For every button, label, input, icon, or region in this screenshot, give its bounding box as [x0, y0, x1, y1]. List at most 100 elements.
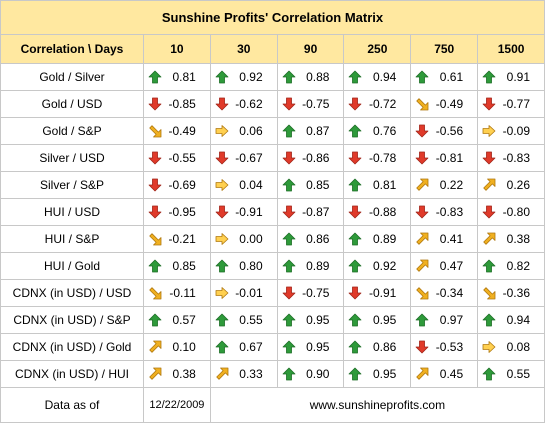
arrow-up-right-icon — [482, 178, 496, 192]
correlation-cell: 0.57 — [143, 306, 211, 334]
correlation-value: 0.10 — [172, 340, 196, 354]
site-url: www.sunshineprofits.com — [209, 387, 546, 423]
arrow-up-icon — [348, 367, 362, 381]
correlation-value: -0.91 — [235, 205, 263, 219]
arrow-up-icon — [482, 70, 496, 84]
correlation-value: -0.75 — [302, 97, 330, 111]
correlation-value: -0.88 — [368, 205, 397, 219]
correlation-cell: 0.08 — [477, 333, 545, 361]
correlation-cell: -0.01 — [209, 279, 278, 307]
arrow-up-icon — [215, 340, 229, 354]
arrow-down-icon — [348, 151, 362, 165]
arrow-up-right-icon — [148, 340, 162, 354]
correlation-value: 0.26 — [506, 178, 530, 192]
table-row: CDNX (in USD) / S&P 0.57 0.55 0.95 0.95 0.97 0… — [0, 306, 545, 334]
arrow-right-icon — [482, 340, 496, 354]
correlation-value: 0.85 — [306, 178, 330, 192]
header-row: Correlation \ Days 10 30 90 250 750 1500 — [0, 34, 545, 64]
arrow-down-icon — [282, 286, 296, 300]
correlation-cell: 0.88 — [276, 63, 345, 91]
correlation-value: -0.95 — [168, 205, 196, 219]
correlation-cell: -0.88 — [343, 198, 412, 226]
table-row: HUI / Gold 0.85 0.80 0.89 0.92 0.47 0.82 — [0, 252, 545, 280]
arrow-up-icon — [348, 259, 362, 273]
pair-label: CDNX (in USD) / Gold — [0, 333, 144, 361]
correlation-cell: 0.86 — [276, 225, 345, 253]
correlation-cell: 0.92 — [209, 63, 278, 91]
correlation-value: 0.87 — [306, 124, 330, 138]
correlation-cell: 0.33 — [209, 360, 278, 388]
correlation-value: 0.92 — [372, 259, 397, 273]
correlation-value: 0.86 — [306, 232, 330, 246]
correlation-value: -0.36 — [502, 286, 530, 300]
pair-label: Gold / Silver — [0, 63, 144, 91]
arrow-up-icon — [415, 313, 429, 327]
period-header-30: 30 — [209, 34, 278, 64]
correlation-value: -0.11 — [169, 286, 196, 300]
arrow-down-icon — [282, 151, 296, 165]
correlation-value: 0.33 — [239, 367, 263, 381]
arrow-down-icon — [282, 205, 296, 219]
arrow-down-icon — [148, 97, 162, 111]
matrix-body: Sunshine Profits' Correlation Matrix Cor… — [0, 0, 545, 388]
arrow-right-icon — [215, 232, 229, 246]
correlation-value: -0.81 — [435, 151, 464, 165]
pair-label: HUI / Gold — [0, 252, 144, 280]
arrow-up-icon — [282, 124, 296, 138]
table-row: Gold / S&P -0.49 0.06 0.87 0.76 -0.56 -0.09 — [0, 117, 545, 145]
correlation-value: 0.95 — [372, 313, 397, 327]
correlation-value: -0.86 — [302, 151, 330, 165]
arrow-up-icon — [148, 70, 162, 84]
correlation-value: -0.49 — [168, 124, 196, 138]
correlation-cell: 0.85 — [276, 171, 345, 199]
arrow-up-right-icon — [415, 367, 429, 381]
correlation-value: -0.85 — [168, 97, 196, 111]
correlation-value: 0.90 — [306, 367, 330, 381]
correlation-cell: 0.61 — [410, 63, 479, 91]
correlation-cell: -0.78 — [343, 144, 412, 172]
correlation-value: 0.55 — [239, 313, 263, 327]
pair-label: Gold / S&P — [0, 117, 144, 145]
correlation-value: 0.88 — [306, 70, 330, 84]
correlation-cell: 0.67 — [209, 333, 278, 361]
arrow-down-right-icon — [148, 286, 162, 300]
data-as-of-label: Data as of — [0, 387, 144, 423]
correlation-cell: 0.26 — [477, 171, 545, 199]
arrow-up-right-icon — [415, 259, 429, 273]
correlation-value: -0.62 — [235, 97, 263, 111]
correlation-cell: -0.72 — [343, 90, 412, 118]
pair-label: HUI / S&P — [0, 225, 144, 253]
arrow-up-right-icon — [415, 178, 429, 192]
arrow-up-icon — [348, 340, 362, 354]
correlation-cell: 0.81 — [343, 171, 412, 199]
correlation-value: -0.34 — [435, 286, 464, 300]
correlation-cell: 0.38 — [143, 360, 211, 388]
correlation-cell: -0.62 — [209, 90, 278, 118]
correlation-cell: -0.91 — [209, 198, 278, 226]
arrow-up-icon — [482, 259, 496, 273]
correlation-value: 0.80 — [239, 259, 263, 273]
correlation-value: 0.22 — [439, 178, 464, 192]
correlation-cell: 0.94 — [477, 306, 545, 334]
arrow-up-icon — [415, 70, 429, 84]
correlation-cell: 0.45 — [410, 360, 479, 388]
pair-label: CDNX (in USD) / S&P — [0, 306, 144, 334]
correlation-value: 0.92 — [239, 70, 263, 84]
correlation-value: -0.67 — [235, 151, 263, 165]
correlation-cell: -0.95 — [143, 198, 211, 226]
correlation-value: 0.08 — [506, 340, 530, 354]
correlation-cell: 0.76 — [343, 117, 412, 145]
correlation-cell: -0.34 — [410, 279, 479, 307]
correlation-value: 0.67 — [239, 340, 263, 354]
correlation-value: -0.87 — [302, 205, 330, 219]
correlation-cell: 0.22 — [410, 171, 479, 199]
arrow-up-icon — [282, 313, 296, 327]
arrow-up-icon — [282, 232, 296, 246]
correlation-cell: 0.47 — [410, 252, 479, 280]
arrow-right-icon — [215, 178, 229, 192]
correlation-value: -0.72 — [368, 97, 397, 111]
table-row: Gold / USD -0.85 -0.62 -0.75 -0.72 -0.49 -0.77 — [0, 90, 545, 118]
correlation-value: 0.38 — [506, 232, 530, 246]
arrow-up-icon — [215, 70, 229, 84]
arrow-down-icon — [348, 205, 362, 219]
